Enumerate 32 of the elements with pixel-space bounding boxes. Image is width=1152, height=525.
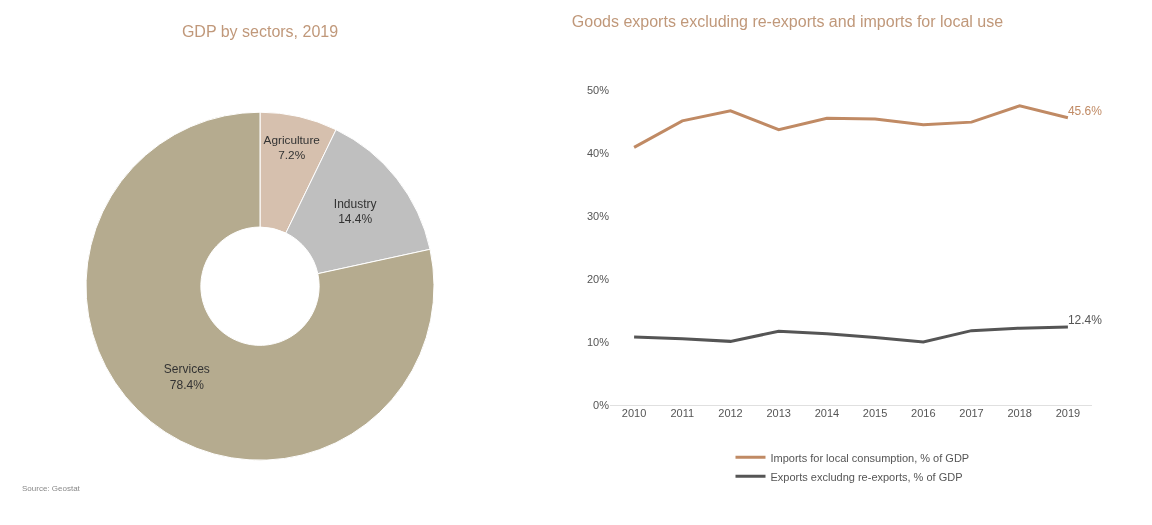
legend-label: Imports for local consumption, % of GDP <box>770 451 970 464</box>
legend-label: Exports excludng re-exports, % of GDP <box>770 470 963 483</box>
data-label: 45.6% <box>1067 103 1103 118</box>
x-tick-label: 2010 <box>621 407 647 419</box>
y-tick-label: 40% <box>586 146 610 159</box>
x-tick-label: 2012 <box>718 407 743 419</box>
line-series <box>632 104 1070 149</box>
slice-label: Agriculture <box>263 132 321 146</box>
y-tick-label: 20% <box>586 272 610 285</box>
data-label: 14.4% <box>338 212 373 227</box>
x-tick-label: 2017 <box>959 407 984 419</box>
x-tick-label: 2016 <box>911 407 936 419</box>
y-tick-label: 30% <box>586 209 610 222</box>
x-tick-label: 2013 <box>766 407 791 419</box>
line-series <box>632 325 1070 344</box>
y-tick-label: 0% <box>593 398 610 411</box>
donut-slice <box>85 111 435 461</box>
x-tick-label: 2011 <box>670 407 695 419</box>
y-tick-label: 10% <box>586 335 610 348</box>
slice-label: Services <box>163 362 210 377</box>
chart-title: Goods exports excluding re-exports and imports for local use <box>571 12 1004 30</box>
x-tick-label: 2014 <box>814 407 840 419</box>
data-label: 78.4% <box>169 377 205 392</box>
x-tick-label: 2015 <box>862 407 888 419</box>
chart-title: GDP by sectors, 2019 <box>181 23 339 41</box>
data-label: 12.4% <box>1067 312 1103 327</box>
data-label: 7.2% <box>278 148 306 162</box>
x-tick-label: 2019 <box>1055 407 1081 419</box>
x-tick-label: 2018 <box>1007 407 1032 419</box>
source-note: Source: Geostat <box>22 484 81 493</box>
slice-label: Industry <box>333 196 377 211</box>
y-tick-label: 50% <box>586 83 610 96</box>
